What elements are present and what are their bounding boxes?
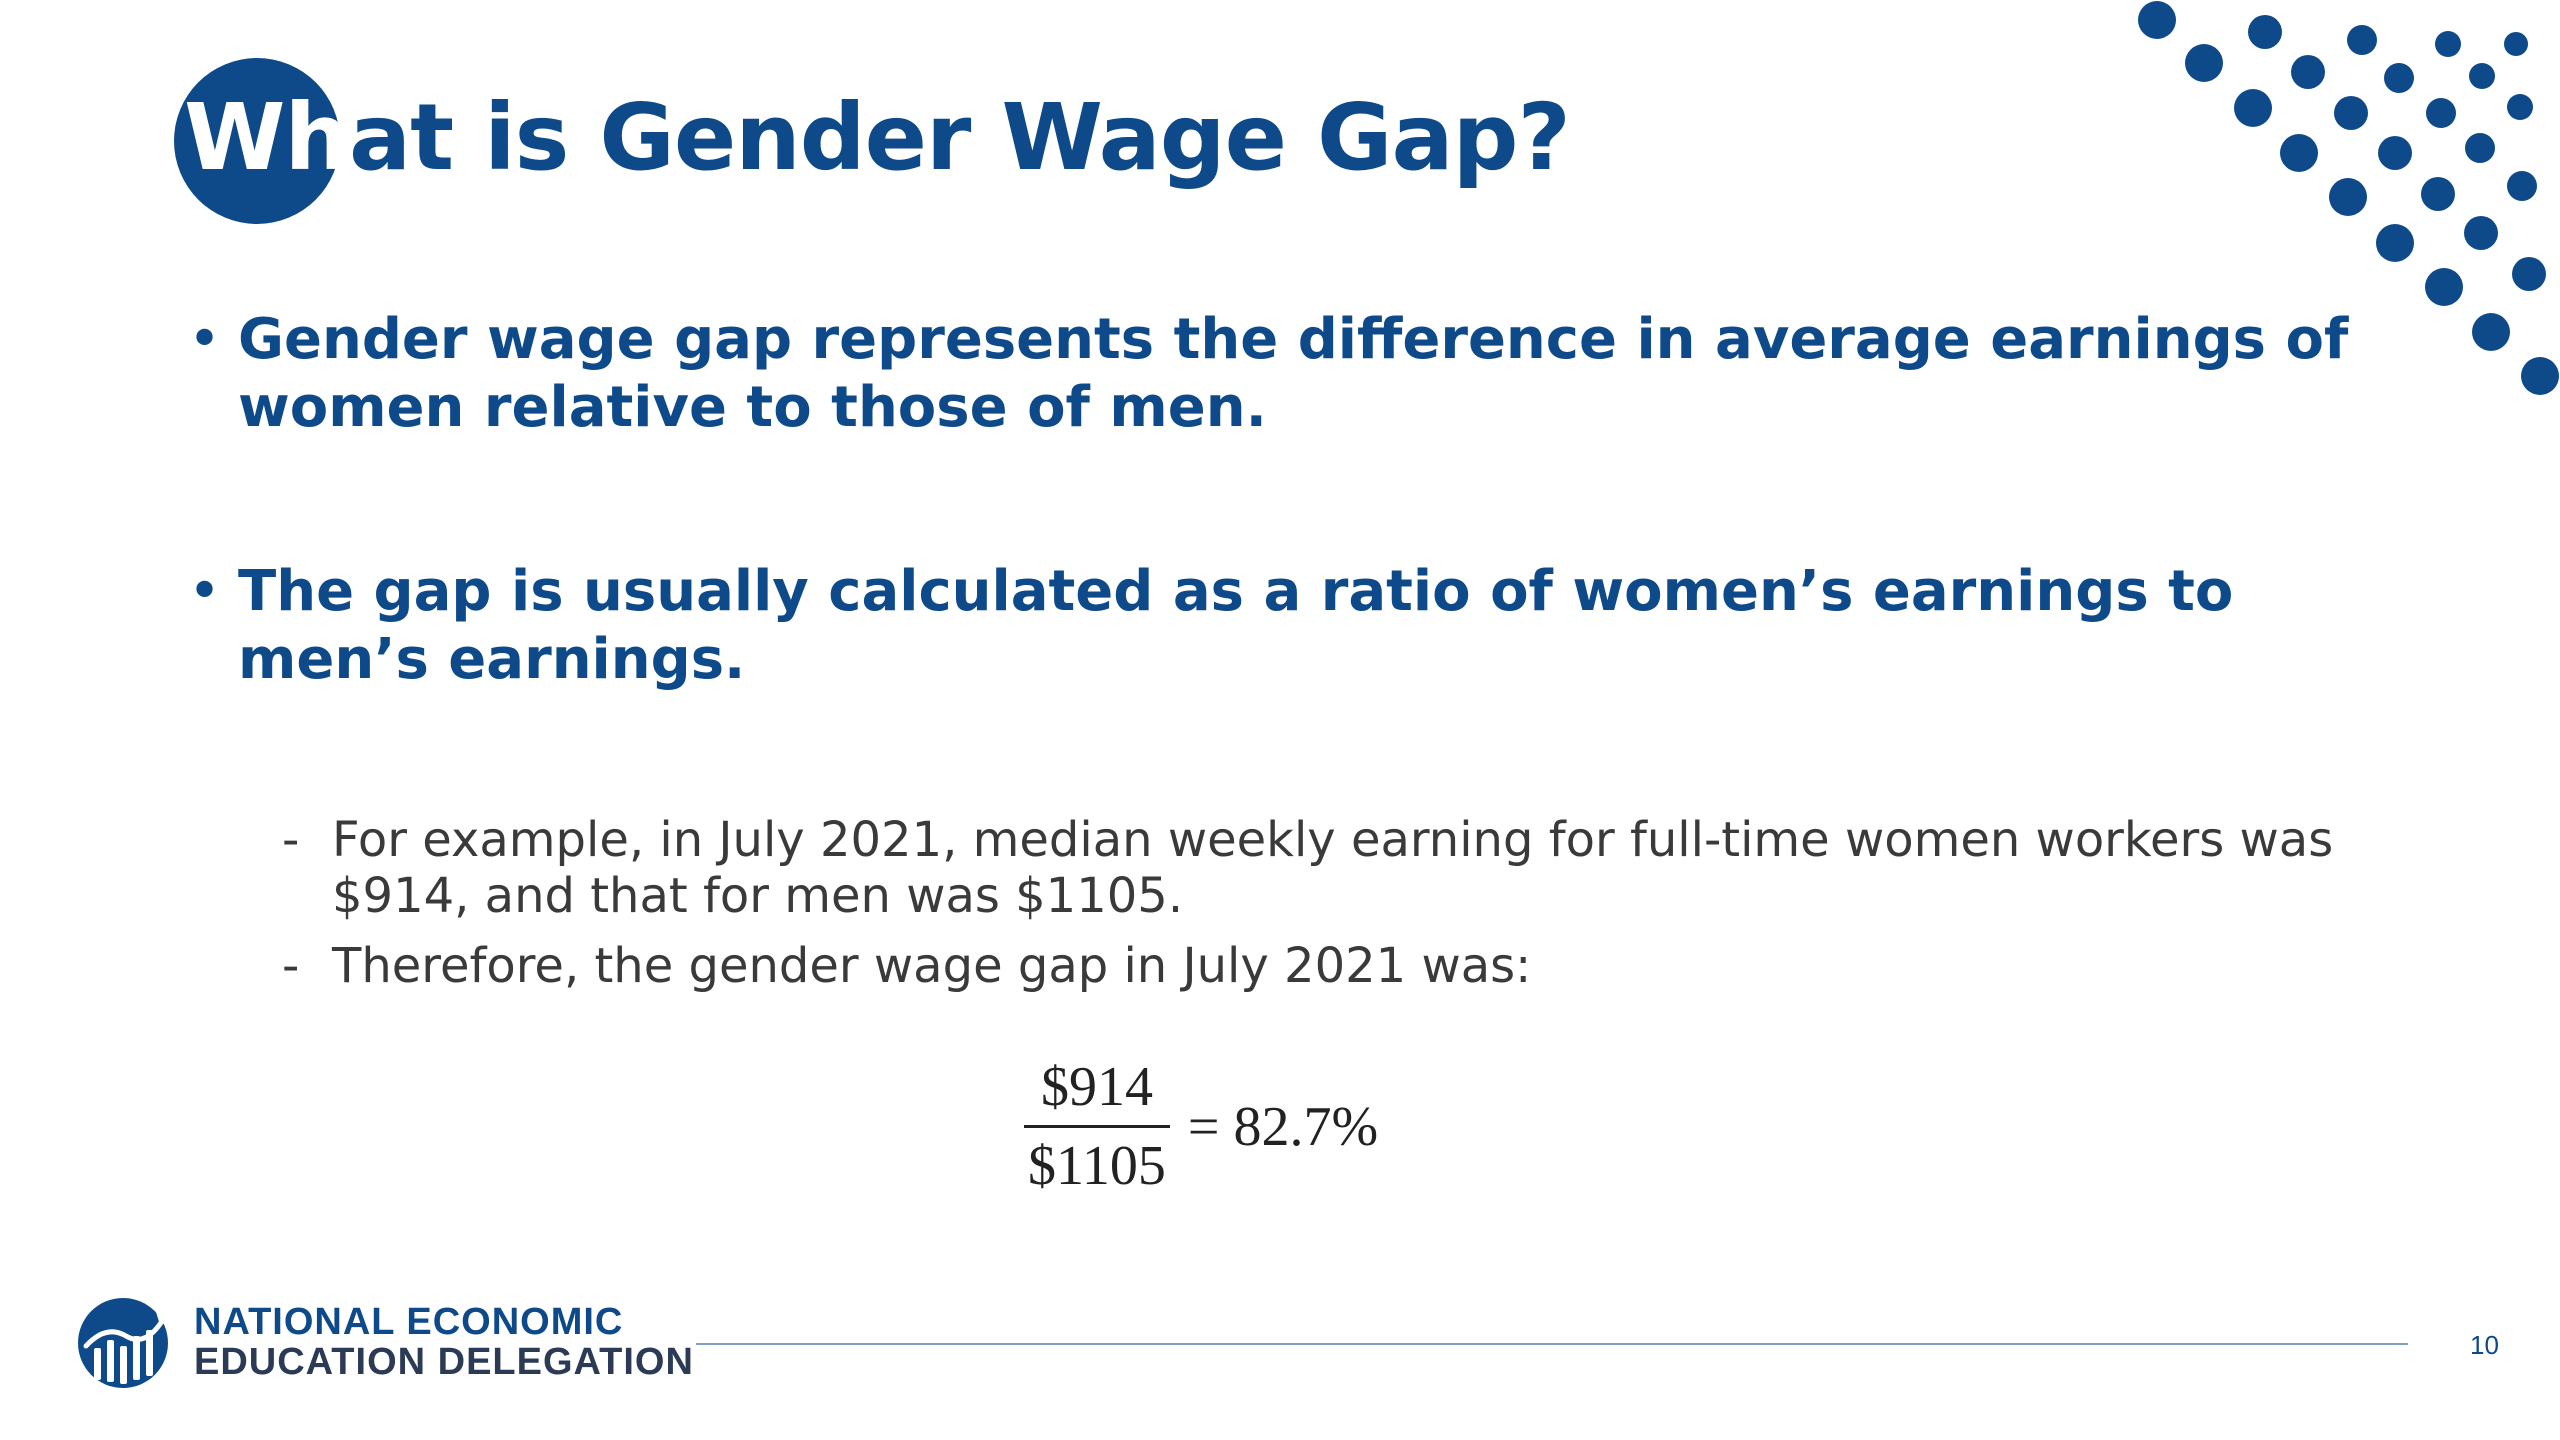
sub-point-text: Therefore, the gender wage gap in July 2… xyxy=(332,938,1532,994)
sub-point-item: - Therefore, the gender wage gap in July… xyxy=(282,938,2362,994)
main-bullet-list: • Gender wage gap represents the differe… xyxy=(182,306,2362,810)
fraction: $914 $1105 xyxy=(1024,1055,1170,1198)
decorative-dots xyxy=(2138,1,2559,395)
title-part-on-circle: Wh xyxy=(184,84,350,191)
bullet-item: • Gender wage gap represents the differe… xyxy=(182,306,2362,442)
title-part-rest: at is Gender Wage Gap? xyxy=(348,84,1571,191)
organization-logo-icon xyxy=(78,1298,168,1388)
title-accent-circle xyxy=(174,58,340,224)
fraction-bar xyxy=(1024,1125,1170,1128)
bullet-marker: • xyxy=(188,307,222,372)
page-number: 10 xyxy=(2470,1330,2499,1360)
sub-point-text: For example, in July 2021, median weekly… xyxy=(332,812,2334,924)
wage-gap-formula: $914 $1105 = 82.7% xyxy=(1024,1055,1378,1198)
fraction-numerator: $914 xyxy=(1040,1056,1153,1118)
organization-name-line2: EDUCATION DELEGATION xyxy=(194,1341,694,1383)
slide-title: What is Gender Wage Gap? xyxy=(184,68,1571,208)
sub-point-list: - For example, in July 2021, median week… xyxy=(282,812,2362,1008)
fraction-denominator: $1105 xyxy=(1028,1135,1166,1197)
bullet-text: Gender wage gap represents the differenc… xyxy=(238,307,2349,440)
sub-marker: - xyxy=(282,938,300,994)
bullet-marker: • xyxy=(188,559,222,624)
bullet-text: The gap is usually calculated as a ratio… xyxy=(238,559,2234,692)
formula-result: = 82.7% xyxy=(1187,1095,1379,1158)
organization-name: NATIONAL ECONOMIC EDUCATION DELEGATION xyxy=(194,1302,694,1382)
organization-name-line1: NATIONAL ECONOMIC xyxy=(194,1301,624,1343)
sub-marker: - xyxy=(282,812,300,868)
footer-divider xyxy=(696,1343,2408,1345)
bullet-item: • The gap is usually calculated as a rat… xyxy=(182,558,2362,694)
sub-point-item: - For example, in July 2021, median week… xyxy=(282,812,2362,924)
